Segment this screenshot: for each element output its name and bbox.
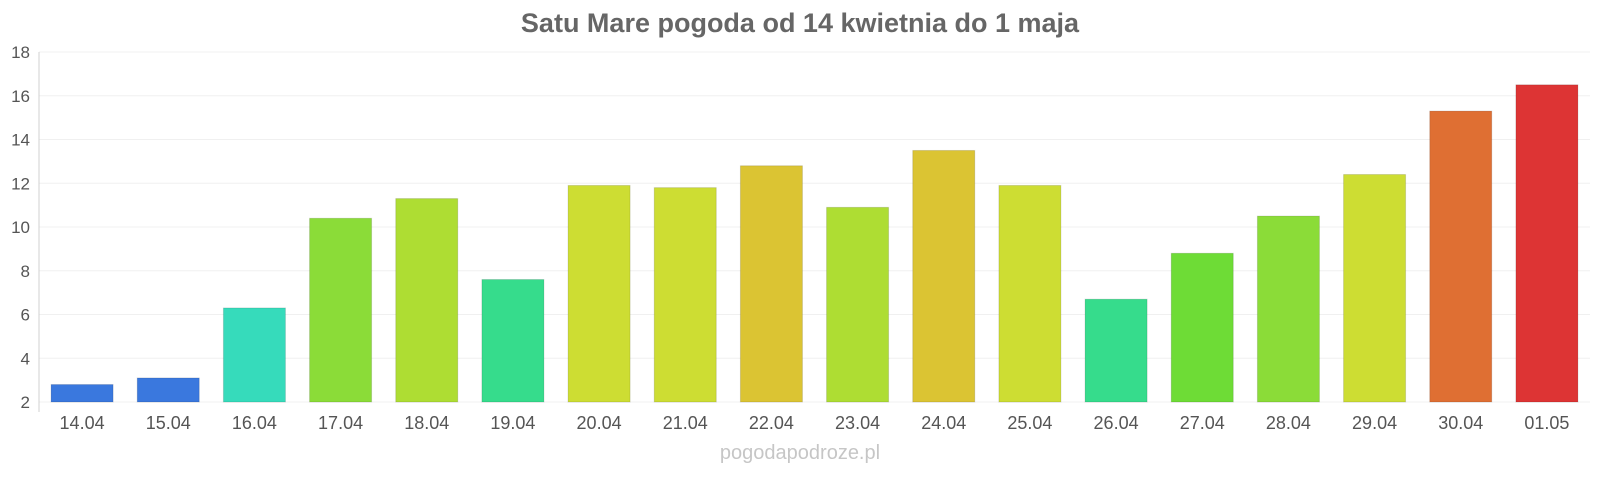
bar bbox=[481, 279, 545, 403]
y-tick-label: 16 bbox=[11, 87, 30, 106]
bar bbox=[222, 307, 286, 403]
watermark-text: pogodapodroze.pl bbox=[720, 442, 880, 464]
bar bbox=[567, 184, 631, 403]
x-tick-label: 14.04 bbox=[60, 413, 105, 433]
y-tick-label: 8 bbox=[21, 262, 30, 281]
bars bbox=[50, 84, 1579, 403]
x-tick-label: 26.04 bbox=[1094, 413, 1139, 433]
bar bbox=[50, 384, 114, 403]
bar bbox=[309, 217, 373, 403]
bar bbox=[1515, 84, 1579, 403]
x-tick-label: 24.04 bbox=[921, 413, 966, 433]
chart-title: Satu Mare pogoda od 14 kwietnia do 1 maj… bbox=[521, 8, 1080, 38]
bar bbox=[653, 187, 717, 403]
x-axis-ticks: 14.04 15.04 16.04 17.04 18.04 19.04 20.04 21.04… bbox=[60, 413, 1570, 433]
x-tick-label: 20.04 bbox=[577, 413, 622, 433]
bar bbox=[1170, 252, 1234, 403]
bar bbox=[1343, 174, 1407, 403]
y-tick-label: 10 bbox=[11, 218, 30, 237]
y-tick-label: 14 bbox=[11, 131, 30, 150]
y-tick-label: 12 bbox=[11, 174, 30, 193]
y-tick-label: 6 bbox=[21, 306, 30, 325]
bar bbox=[912, 149, 976, 403]
x-tick-label: 29.04 bbox=[1352, 413, 1397, 433]
grid-lines bbox=[39, 51, 1590, 403]
x-tick-label: 30.04 bbox=[1438, 413, 1483, 433]
x-tick-label: 16.04 bbox=[232, 413, 277, 433]
y-tick-label: 2 bbox=[21, 393, 30, 412]
x-tick-label: 22.04 bbox=[749, 413, 794, 433]
bar bbox=[739, 165, 803, 403]
x-tick-label: 19.04 bbox=[490, 413, 535, 433]
x-tick-label: 28.04 bbox=[1266, 413, 1311, 433]
y-tick-label: 18 bbox=[11, 43, 30, 62]
x-tick-label: 17.04 bbox=[318, 413, 363, 433]
bar bbox=[1084, 298, 1148, 403]
x-tick-label: 15.04 bbox=[146, 413, 191, 433]
x-tick-label: 18.04 bbox=[404, 413, 449, 433]
bar bbox=[826, 206, 890, 403]
bar bbox=[395, 198, 459, 403]
bar bbox=[136, 377, 200, 403]
x-tick-label: 21.04 bbox=[663, 413, 708, 433]
bar bbox=[1256, 215, 1320, 403]
bar bbox=[998, 184, 1062, 403]
y-tick-label: 4 bbox=[21, 349, 30, 368]
bar bbox=[1429, 110, 1493, 403]
x-tick-label: 27.04 bbox=[1180, 413, 1225, 433]
x-tick-label: 23.04 bbox=[835, 413, 880, 433]
x-tick-label: 01.05 bbox=[1524, 413, 1569, 433]
y-axis-ticks: 2 4 6 8 10 12 14 16 18 bbox=[11, 43, 30, 412]
x-tick-label: 25.04 bbox=[1007, 413, 1052, 433]
